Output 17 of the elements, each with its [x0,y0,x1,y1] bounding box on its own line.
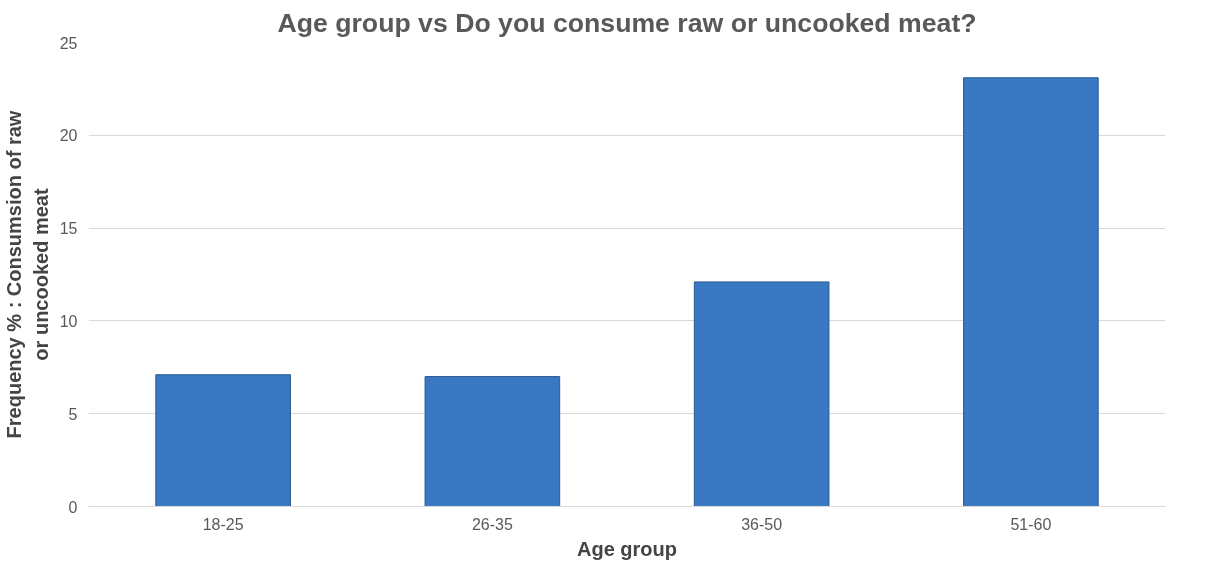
bar [963,77,1099,507]
x-tick-label: 36-50 [741,515,783,533]
y-tick-label: 10 [59,312,78,330]
y-tick-label: 25 [59,34,78,52]
chart-title: Age group vs Do you consume raw or uncooked meat? [277,7,977,38]
x-tick-label: 26-35 [471,515,513,533]
bar [693,281,830,507]
y-tick-label: 20 [59,127,78,145]
y-axis-title: Frequency % : Consumsion of raw or uncooked meat [3,110,52,439]
y-tick-label: 5 [68,405,78,423]
bar [155,374,291,507]
x-axis-title: Age group [577,537,677,560]
y-tick-label: 0 [68,498,78,516]
y-tick-label: 15 [59,220,78,238]
x-tick-label: 18-25 [202,515,244,533]
x-tick-label: 51-60 [1010,515,1052,533]
bar [424,376,561,507]
